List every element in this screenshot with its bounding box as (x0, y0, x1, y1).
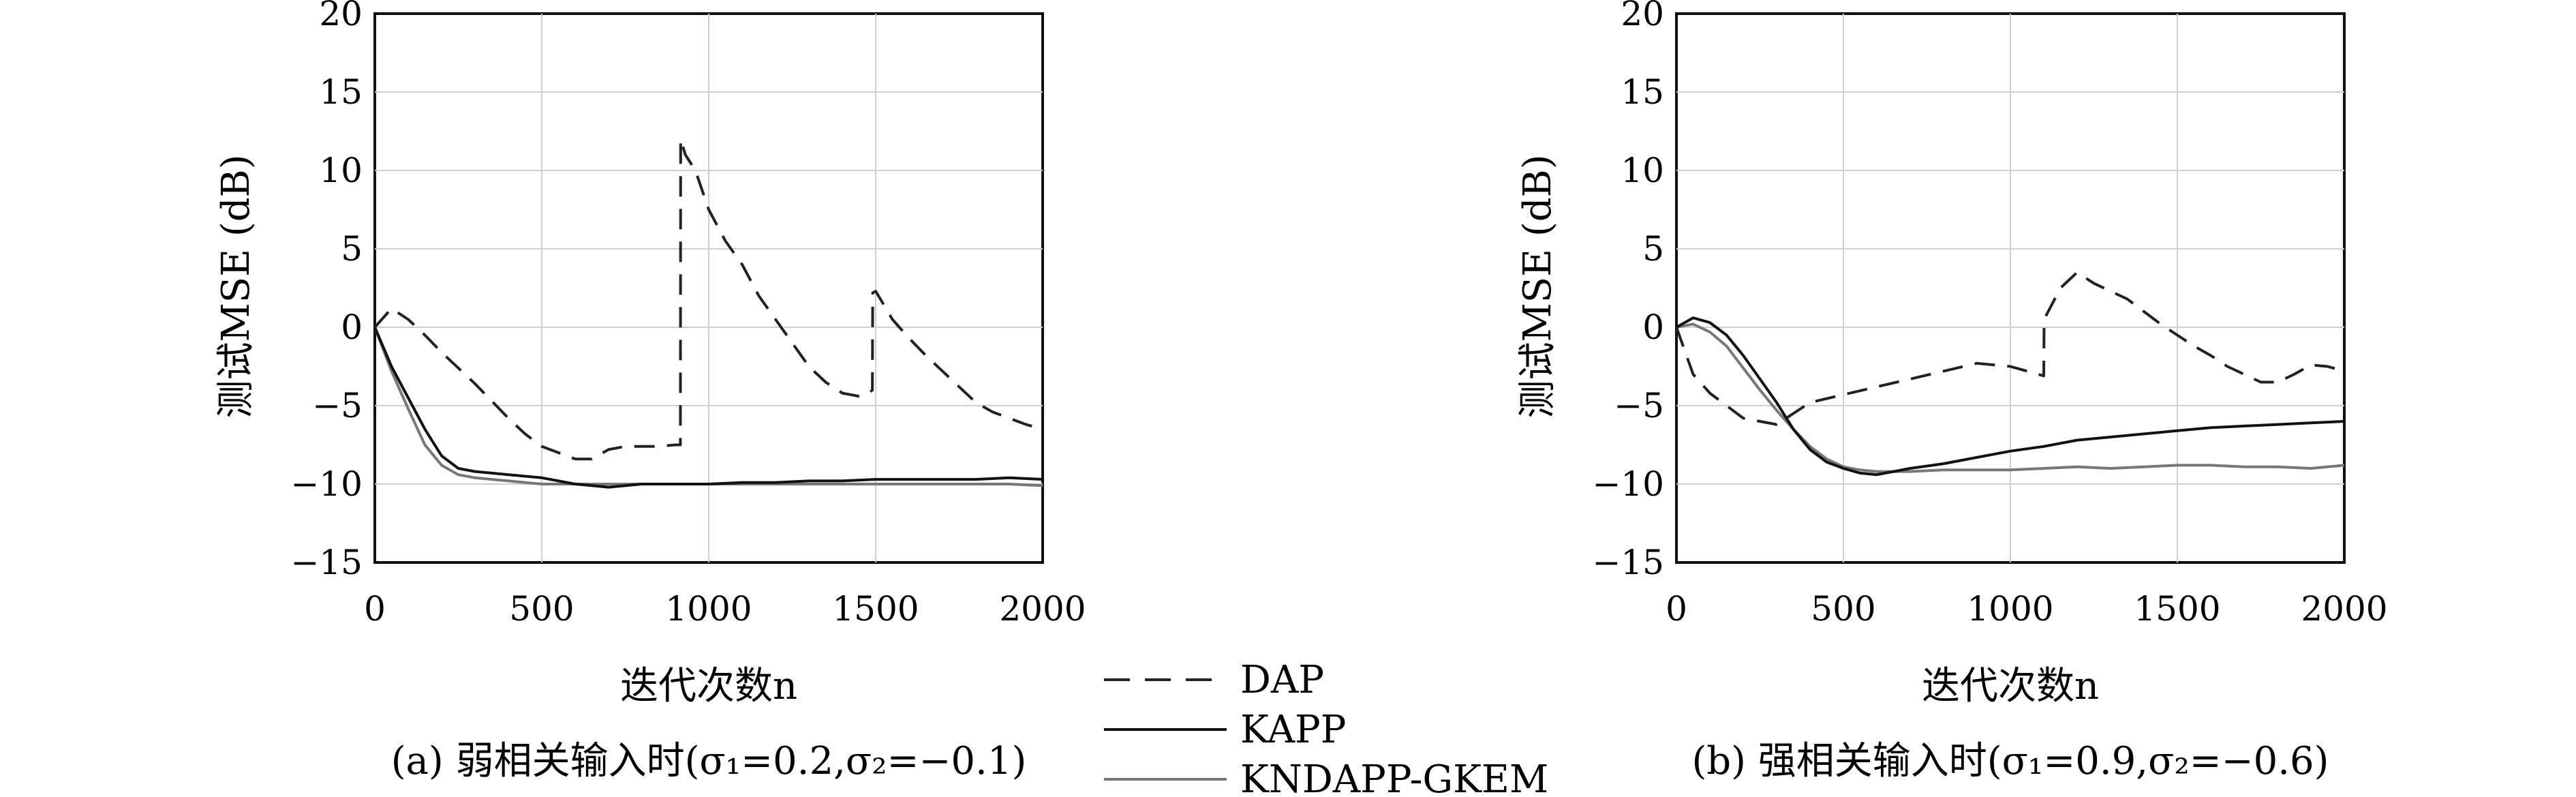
x-tick-label: 500 (1811, 589, 1875, 629)
x-tick-label: 1500 (2134, 589, 2220, 629)
y-axis-label: 测试MSE (dB) (1516, 154, 1560, 418)
x-tick-label: 1500 (832, 589, 919, 629)
series-group (1675, 271, 2345, 477)
series-line-kndapp-gkem (1676, 322, 2345, 473)
x-tick-label: 2000 (2301, 589, 2387, 629)
grid (1676, 14, 2344, 562)
y-axis-label: 测试MSE (dB) (214, 154, 258, 418)
y-tick-label: −15 (1592, 543, 1664, 582)
x-tick-label: 500 (509, 589, 574, 629)
y-tick-label: 5 (1642, 229, 1664, 269)
y-tick-label: −5 (1614, 386, 1664, 425)
series-line-kapp (1676, 316, 2345, 477)
x-axis-label: 迭代次数n (620, 664, 797, 708)
y-tick-label: 0 (1642, 307, 1664, 347)
series-group (373, 138, 1043, 489)
y-tick-label: 20 (1621, 0, 1664, 33)
legend-label-kndapp-gkem: KNDAPP-GKEM (1240, 757, 1548, 797)
legend-label-kapp: KAPP (1240, 708, 1346, 752)
y-tick-label: 15 (319, 72, 363, 112)
x-axis-label: 迭代次数n (1922, 664, 2099, 708)
panel-caption: (b) 强相关输入时(σ₁=0.9,σ₂=−0.6) (1691, 739, 2329, 783)
grid (375, 14, 1043, 562)
x-tick-label: 1000 (1967, 589, 2053, 629)
x-tick-label: 0 (1666, 589, 1687, 629)
series-line-dap (373, 138, 1043, 461)
series-line-dap (1675, 271, 2345, 426)
y-tick-label: 5 (341, 229, 363, 269)
y-tick-label: −15 (290, 543, 363, 582)
y-tick-label: 10 (319, 151, 363, 190)
x-tick-label: 0 (364, 589, 386, 629)
panel-caption: (a) 弱相关输入时(σ₁=0.2,σ₂=−0.1) (391, 739, 1027, 783)
legend: DAP KAPP KNDAPP-GKEM (1104, 658, 1548, 797)
y-tick-label: 10 (1621, 151, 1664, 190)
y-tick-label: 0 (341, 307, 363, 347)
y-tick-label: −10 (290, 464, 363, 504)
y-tick-label: −10 (1592, 464, 1664, 504)
y-tick-label: −5 (312, 386, 363, 425)
x-tick-label: 2000 (999, 589, 1086, 629)
y-tick-label: 20 (319, 0, 363, 33)
series-line-kapp (373, 327, 1043, 489)
x-tick-label: 1000 (665, 589, 752, 629)
series-line-kndapp-gkem (373, 327, 1043, 487)
y-tick-label: 15 (1621, 72, 1664, 112)
legend-label-dap: DAP (1240, 658, 1324, 702)
